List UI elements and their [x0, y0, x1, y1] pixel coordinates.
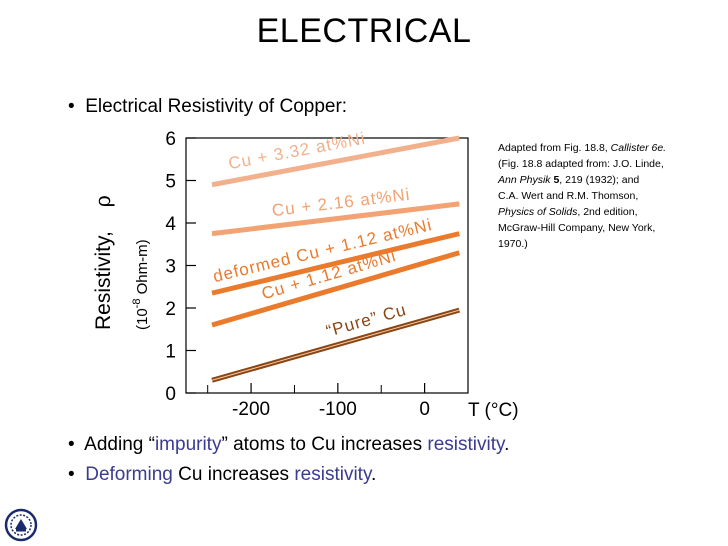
- citation-text: , 219 (1932); and: [559, 174, 640, 186]
- citation-line-5: Physics of Solids, 2nd edition,: [498, 204, 713, 220]
- bullet-text: .: [504, 434, 510, 455]
- bullet-glyph: •: [68, 96, 75, 117]
- citation-line-7: 1970.): [498, 238, 528, 250]
- slide-title: ELECTRICAL: [256, 12, 472, 50]
- citation-line-1: Adapted from Fig. 18.8, Callister 6e.: [498, 140, 713, 156]
- y-tick-label: 1: [165, 342, 176, 363]
- y-tick-label: 0: [165, 384, 176, 405]
- figure-citation: Adapted from Fig. 18.8, Callister 6e. (F…: [498, 140, 713, 252]
- citation-text: , 2nd edition,: [577, 206, 638, 218]
- subtitle-text: Electrical Resistivity of Copper:: [85, 96, 348, 117]
- citation-line-3: Ann Physik 5, 219 (1932); and: [498, 172, 713, 188]
- x-axis-label: T (°C): [468, 400, 519, 421]
- citation-text: Adapted from Fig. 18.8,: [498, 142, 611, 154]
- series-line: [211, 201, 460, 237]
- citation-bold: 5: [550, 174, 560, 186]
- bullet-glyph: •: [68, 464, 75, 485]
- x-tick-label: 0: [419, 399, 430, 420]
- bullet-highlight: resistivity: [294, 464, 372, 485]
- y-tick-label: 5: [165, 172, 176, 193]
- y-axis-symbol: ρ: [91, 195, 115, 207]
- series-line: [211, 135, 460, 188]
- y-unit-prefix: (10: [134, 308, 151, 330]
- series-line: [211, 250, 461, 328]
- subtitle-bullet: • Electrical Resistivity of Copper:: [68, 96, 347, 118]
- citation-italic: Ann Physik: [498, 174, 551, 186]
- bullet-text: ” atoms to Cu increases: [221, 434, 428, 455]
- x-tick-label: -200: [232, 399, 270, 420]
- bullet-impurity: • Adding “impurity” atoms to Cu increase…: [68, 434, 509, 456]
- bullet-glyph: •: [68, 434, 75, 455]
- bullet-highlight: resistivity: [427, 434, 505, 455]
- bullet-text: .: [371, 464, 377, 485]
- series-line: [211, 231, 460, 296]
- y-tick-label: 6: [165, 129, 176, 150]
- y-axis-label: Resistivity, ρ: [91, 195, 115, 330]
- citation-line-6: McGraw-Hill Company, New York,: [498, 222, 656, 234]
- citation-italic: Callister 6e.: [610, 142, 667, 154]
- y-unit-suffix: Ohm-m): [134, 239, 151, 298]
- series-line-highlight: [211, 309, 460, 381]
- bullet-deforming: • Deforming Cu increases resistivity.: [68, 464, 376, 486]
- chart-series: [211, 135, 461, 383]
- bullet-highlight: Deforming: [85, 464, 173, 485]
- y-axis-label-text: Resistivity,: [92, 231, 115, 330]
- citation-italic: Physics of Solids: [498, 206, 578, 218]
- chart-axes: 0 1 2 3 4 5 6 -200 -100 0: [165, 129, 469, 420]
- bullet-text: Cu increases: [172, 464, 295, 485]
- university-seal-icon: [4, 508, 38, 542]
- y-tick-label: 2: [165, 299, 176, 320]
- citation-line-2: (Fig. 18.8 adapted from: J.O. Linde,: [498, 158, 664, 170]
- series-label: Cu + 2.16 at%Ni: [271, 185, 412, 220]
- y-tick-label: 4: [165, 214, 176, 235]
- citation-line-4: C.A. Wert and R.M. Thomson,: [498, 190, 639, 202]
- bullet-highlight: impurity: [154, 434, 222, 455]
- y-tick-label: 3: [165, 257, 176, 278]
- y-unit-exponent: -8: [131, 299, 143, 309]
- x-tick-label: -100: [319, 399, 357, 420]
- y-axis-unit: (10-8 Ohm-m): [131, 239, 151, 330]
- bullet-text: Adding “: [84, 434, 155, 455]
